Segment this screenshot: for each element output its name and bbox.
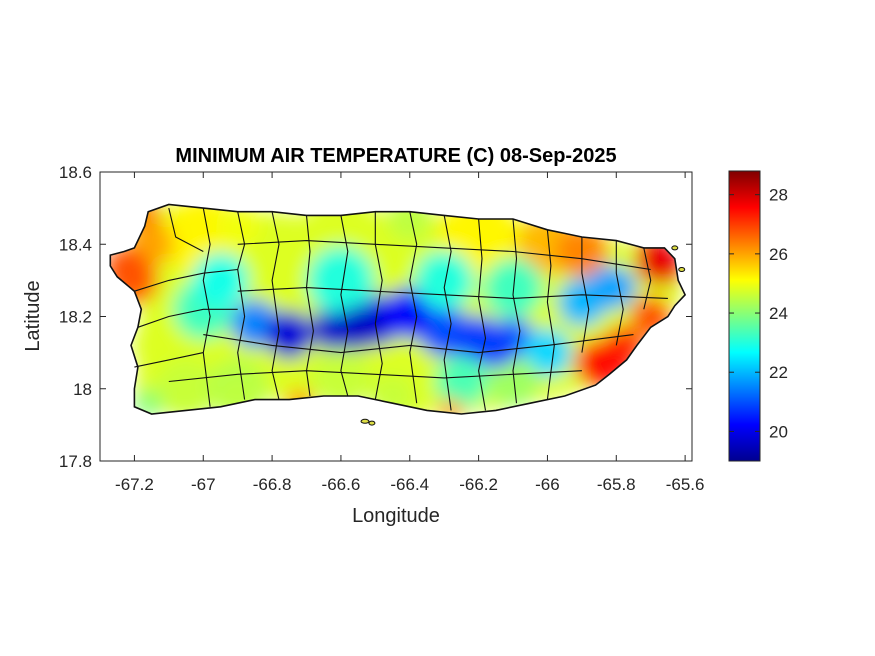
- municipality-boundary: [305, 215, 314, 397]
- y-tick-label: 18: [73, 380, 92, 399]
- municipality-boundary: [271, 211, 280, 400]
- municipality-boundaries: [134, 207, 668, 411]
- y-axis-label: Latitude: [22, 280, 44, 351]
- field-blob: [306, 246, 375, 315]
- field-blob: [483, 257, 543, 318]
- municipality-boundary: [409, 211, 418, 404]
- x-tick-label: -66: [535, 475, 560, 494]
- municipality-boundary: [137, 308, 238, 328]
- y-axis-ticks: 17.8 18 18.2 18.4 18.6: [59, 163, 692, 471]
- temperature-field: [109, 203, 687, 426]
- municipality-boundary: [168, 370, 582, 383]
- colorbar-tick-label: 28: [769, 186, 788, 205]
- municipality-boundary: [615, 240, 624, 346]
- municipality-boundary: [237, 240, 651, 271]
- colorbar-tick-label: 26: [769, 245, 788, 264]
- field-sample: [215, 204, 260, 249]
- field-sample: [336, 305, 381, 350]
- field-sample: [387, 294, 432, 339]
- x-tick-label: -65.6: [666, 475, 705, 494]
- colorbar-tick-label: 24: [769, 304, 788, 323]
- municipality-boundary: [134, 352, 204, 368]
- municipality-boundary: [134, 268, 238, 292]
- x-tick-label: -67: [191, 475, 216, 494]
- y-tick-label: 18.2: [59, 308, 92, 327]
- field-blob: [523, 328, 572, 377]
- field-sample: [267, 312, 312, 357]
- municipality-boundary: [443, 215, 452, 411]
- municipality-boundary: [203, 334, 634, 354]
- municipality-boundary: [202, 207, 211, 407]
- municipality-boundary: [340, 215, 349, 397]
- field-blob: [487, 355, 539, 408]
- municipality-boundary: [546, 229, 555, 400]
- islet: [671, 245, 679, 251]
- x-tick-label: -66.2: [459, 475, 498, 494]
- islet: [678, 267, 686, 272]
- colorbar-tick-label: 22: [769, 363, 788, 382]
- chart-title: MINIMUM AIR TEMPERATURE (C) 08-Sep-2025: [175, 145, 616, 167]
- municipality-boundary: [581, 237, 590, 353]
- islet: [360, 418, 370, 424]
- field-blob: [156, 358, 216, 414]
- colorbar-ticks: 20 22 24 26 28: [729, 186, 788, 441]
- x-tick-label: -66.6: [322, 475, 361, 494]
- municipality-boundary: [643, 247, 652, 310]
- x-axis-ticks: -67.2 -67 -66.8 -66.6 -66.4 -66.2 -66 -65.8 -65.…: [115, 172, 704, 494]
- municipality-boundary: [237, 211, 246, 400]
- y-tick-label: 17.8: [59, 452, 92, 471]
- field-sample: [587, 265, 632, 310]
- small-islands: [360, 245, 686, 426]
- colorbar: [728, 170, 761, 462]
- x-tick-label: -66.8: [253, 475, 292, 494]
- field-blob: [192, 252, 249, 309]
- field-blob: [435, 355, 488, 408]
- field-blob: [310, 347, 371, 408]
- y-tick-label: 18.4: [59, 235, 92, 254]
- municipality-boundary: [374, 211, 383, 400]
- municipality-boundary: [237, 287, 668, 299]
- x-tick-label: -65.8: [597, 475, 636, 494]
- municipality-boundary: [168, 207, 204, 252]
- x-tick-label: -67.2: [115, 475, 154, 494]
- y-tick-label: 18.6: [59, 163, 92, 182]
- islet: [368, 420, 376, 426]
- x-tick-label: -66.4: [390, 475, 429, 494]
- municipality-boundary: [478, 218, 487, 411]
- x-axis-label: Longitude: [352, 505, 440, 527]
- colorbar-tick-label: 20: [769, 422, 788, 441]
